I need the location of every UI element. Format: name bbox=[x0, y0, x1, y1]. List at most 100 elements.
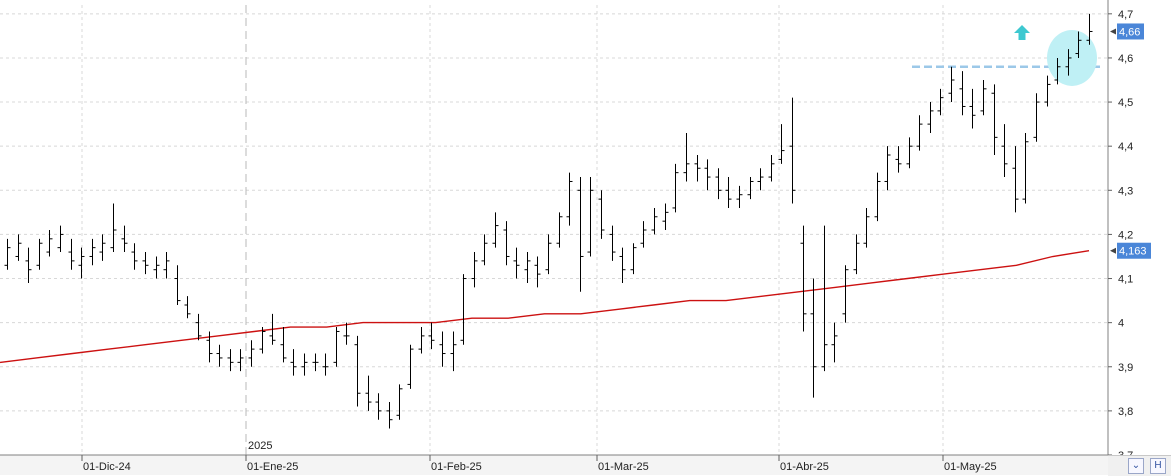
ohlc-bar bbox=[57, 225, 64, 253]
chevron-down-icon[interactable]: ⌄ bbox=[1128, 458, 1144, 474]
ohlc-bar bbox=[672, 163, 679, 213]
ohlc-bar bbox=[895, 146, 902, 173]
ohlc-bar bbox=[163, 252, 170, 279]
ohlc-bar bbox=[969, 88, 976, 129]
x-tick-label: 01-Mar-25 bbox=[598, 461, 649, 473]
ohlc-bar bbox=[715, 168, 722, 200]
ohlc-bar bbox=[99, 234, 106, 261]
y-tick-label: 4,2 bbox=[1118, 229, 1133, 241]
ma-value-label: 4,163 bbox=[1119, 246, 1147, 258]
ohlc-bar bbox=[948, 66, 955, 103]
grid bbox=[0, 5, 1108, 456]
breakout-highlight bbox=[1014, 25, 1097, 86]
y-tick-label: 3,9 bbox=[1118, 362, 1133, 374]
ohlc-bar bbox=[343, 322, 350, 345]
ohlc-bar bbox=[587, 177, 594, 257]
ohlc-bar bbox=[800, 225, 807, 332]
ohlc-bar bbox=[609, 225, 616, 261]
moving-average bbox=[0, 250, 1090, 364]
last-price-marker-icon bbox=[1110, 28, 1116, 35]
ohlc-bar bbox=[863, 207, 870, 248]
ohlc-bar bbox=[269, 313, 276, 345]
year-label: 2025 bbox=[248, 440, 272, 452]
up-arrow-icon bbox=[1014, 25, 1030, 40]
ohlc-bar bbox=[1022, 132, 1029, 204]
ohlc-bar bbox=[630, 243, 637, 275]
x-tick-label: 01-May-25 bbox=[944, 461, 997, 473]
ohlc-bar bbox=[694, 155, 701, 182]
ohlc-bar bbox=[36, 238, 43, 270]
ohlc-bar bbox=[354, 335, 361, 407]
ohlc-bars bbox=[4, 13, 1093, 429]
ohlc-bar bbox=[460, 274, 467, 345]
x-tick-label: 01-Dic-24 bbox=[83, 461, 131, 473]
ohlc-bar bbox=[237, 349, 244, 372]
ohlc-bar bbox=[853, 234, 860, 275]
ohlc-bar bbox=[577, 177, 584, 292]
y-tick-label: 4,7 bbox=[1118, 9, 1133, 21]
ohlc-bar bbox=[959, 71, 966, 116]
breakout-highlight-circle bbox=[1047, 29, 1097, 86]
ohlc-bar bbox=[842, 265, 849, 323]
ohlc-bar bbox=[906, 137, 913, 169]
ohlc-bar bbox=[513, 247, 520, 279]
ohlc-bar bbox=[481, 234, 488, 266]
ohlc-bar bbox=[407, 344, 414, 389]
y-tick-label: 4,6 bbox=[1118, 53, 1133, 65]
ma-label-bg bbox=[1117, 242, 1151, 259]
ohlc-bar bbox=[778, 124, 785, 164]
x-tick-label: 01-Abr-25 bbox=[780, 461, 829, 473]
last-price-label: 4,66 bbox=[1119, 26, 1140, 38]
ohlc-bar bbox=[503, 221, 510, 266]
ohlc-bar bbox=[121, 225, 128, 253]
ohlc-bar bbox=[1012, 146, 1019, 213]
ohlc-bar bbox=[428, 322, 435, 350]
y-axis: 3,73,83,944,14,24,34,44,54,64,7 bbox=[1107, 0, 1133, 462]
y-tick-label: 4,1 bbox=[1118, 274, 1133, 286]
ohlc-bar bbox=[640, 221, 647, 248]
ohlc-bar bbox=[927, 102, 934, 133]
ohlc-bar bbox=[556, 212, 563, 248]
ohlc-bar bbox=[1033, 93, 1040, 142]
ohlc-bar bbox=[375, 393, 382, 420]
ohlc-bar bbox=[322, 353, 329, 376]
ohlc-bar bbox=[153, 256, 160, 279]
ohlc-bar bbox=[396, 384, 403, 420]
ohlc-bar bbox=[662, 203, 669, 230]
ohlc-bar bbox=[1075, 31, 1082, 58]
price-labels: 4,66 4,163 bbox=[1110, 23, 1151, 259]
y-tick-label: 4,4 bbox=[1118, 141, 1133, 153]
ohlc-bar bbox=[386, 402, 393, 429]
ohlc-bar bbox=[301, 353, 308, 376]
x-axis: 01-Dic-24 01-Ene-25 01-Feb-25 01-Mar-25 01-A… bbox=[0, 440, 1108, 475]
ohlc-bar bbox=[439, 331, 446, 367]
ohlc-bar bbox=[471, 252, 478, 288]
ohlc-bar bbox=[884, 146, 891, 191]
ohlc-bar bbox=[704, 159, 711, 191]
ohlc-bar bbox=[450, 331, 457, 372]
ohlc-bar bbox=[916, 115, 923, 151]
ohlc-bar bbox=[566, 172, 573, 226]
ohlc-bar bbox=[768, 155, 775, 182]
h-button-icon[interactable]: H bbox=[1150, 458, 1166, 474]
ohlc-bar bbox=[312, 353, 319, 372]
ohlc-bar bbox=[1086, 13, 1093, 45]
ohlc-bar bbox=[174, 265, 181, 305]
ohlc-bar bbox=[1044, 75, 1051, 107]
ohlc-bar bbox=[810, 278, 817, 398]
ohlc-bar bbox=[757, 168, 764, 191]
ohlc-bar bbox=[110, 203, 117, 253]
ohlc-bar bbox=[821, 225, 828, 372]
ohlc-bar bbox=[1065, 49, 1072, 76]
ohlc-bar bbox=[4, 238, 11, 270]
ohlc-bar bbox=[216, 344, 223, 367]
ohlc-bar bbox=[789, 97, 796, 204]
ohlc-bar bbox=[333, 327, 340, 367]
ohlc-bar bbox=[1001, 124, 1008, 178]
ohlc-bar bbox=[980, 80, 987, 116]
y-tick-label: 4 bbox=[1118, 318, 1124, 330]
ohlc-bar bbox=[418, 327, 425, 354]
ohlc-bar bbox=[248, 340, 255, 367]
ohlc-bar bbox=[78, 247, 85, 279]
